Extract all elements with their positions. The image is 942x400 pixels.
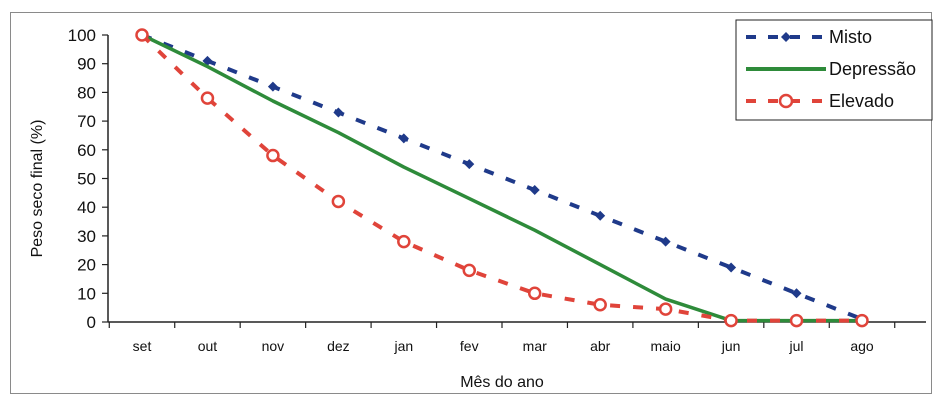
data-point-misto: [726, 262, 737, 273]
data-point-elevado: [658, 302, 673, 316]
x-tick-label: ago: [850, 338, 874, 354]
y-tick-label: 20: [77, 256, 96, 275]
series-line-misto: [141, 33, 863, 321]
data-point-misto: [398, 133, 409, 144]
x-tick-label: mar: [523, 338, 547, 354]
legend-marker-elevado: [778, 93, 794, 109]
y-tick-label: 70: [77, 112, 96, 131]
data-point-misto: [202, 55, 213, 66]
y-tick-label: 0: [87, 313, 96, 332]
data-point-elevado: [331, 194, 346, 209]
legend-label: Depressão: [829, 59, 916, 79]
y-axis-title: Peso seco final (%): [29, 120, 46, 258]
legend-label: Elevado: [829, 91, 894, 111]
data-point-elevado: [527, 286, 542, 301]
data-point-misto: [333, 107, 344, 118]
x-ticks: set out nov dez jan fev mar abr maio jun jul ago: [108, 322, 896, 354]
x-tick-label: fev: [460, 338, 479, 354]
data-point-elevado: [462, 263, 477, 278]
x-axis-title: Mês do ano: [460, 374, 544, 391]
data-point-elevado: [266, 148, 280, 163]
x-tick-label: abr: [590, 338, 611, 354]
x-tick-label: jun: [721, 338, 741, 354]
data-point-misto: [595, 210, 606, 221]
y-tick-label: 60: [77, 141, 96, 160]
y-tick-label: 90: [77, 55, 96, 74]
y-tick-label: 50: [77, 170, 96, 189]
series-line-depressão: [141, 33, 862, 323]
data-point-misto: [464, 159, 475, 170]
x-tick-label: out: [198, 338, 218, 354]
legend-marker-misto: [781, 32, 791, 42]
data-point-elevado: [855, 313, 869, 328]
y-tick-label: 40: [77, 198, 96, 217]
data-point-misto: [267, 81, 278, 92]
data-point-misto: [529, 184, 540, 195]
data-point-misto: [660, 236, 671, 247]
data-point-elevado: [135, 28, 149, 42]
x-tick-label: maio: [650, 338, 681, 354]
data-point-misto: [791, 288, 802, 299]
legend-label: Misto: [829, 27, 872, 47]
x-tick-label: jul: [789, 338, 804, 354]
data-point-elevado: [724, 313, 738, 328]
x-tick-label: set: [133, 338, 152, 354]
x-tick-label: nov: [262, 338, 285, 354]
series-line-elevado: [140, 33, 862, 323]
data-point-elevado: [200, 91, 215, 105]
y-ticks: 0 10 20 30 40 50 60 70 80 90 100: [68, 26, 108, 332]
y-tick-label: 10: [77, 284, 96, 303]
data-point-elevado: [593, 298, 607, 312]
x-tick-label: dez: [327, 338, 350, 354]
data-point-elevado: [789, 313, 804, 328]
y-tick-label: 80: [77, 83, 96, 102]
x-tick-label: jan: [393, 338, 413, 354]
y-tick-label: 100: [68, 26, 96, 45]
series-layer: [135, 28, 869, 328]
legend: Misto Depressão Elevado: [735, 19, 933, 121]
y-tick-label: 30: [77, 227, 96, 246]
data-point-elevado: [397, 234, 411, 249]
